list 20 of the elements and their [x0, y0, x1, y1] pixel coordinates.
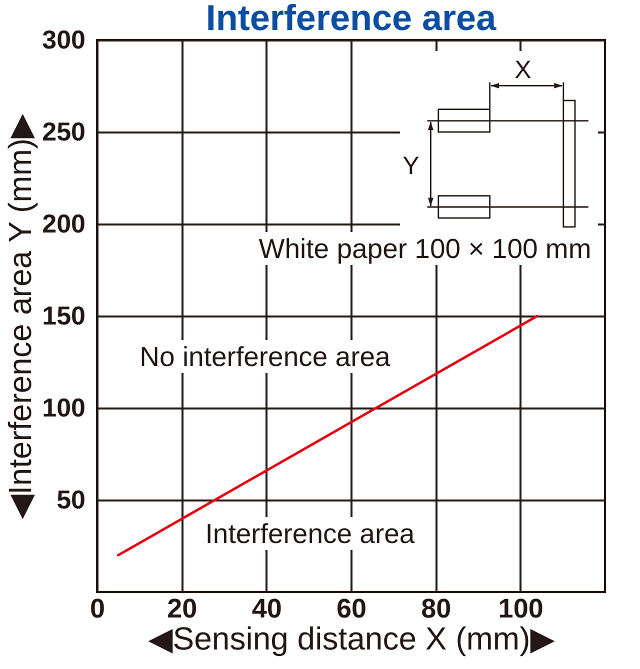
annotation: Interference area: [205, 518, 416, 549]
x-tick-label: 40: [252, 594, 282, 624]
annotation: White paper 100 × 100 mm: [258, 233, 592, 264]
annotation: No interference area: [140, 341, 392, 372]
x-tick-label: 0: [90, 594, 106, 624]
y-tick-label: 100: [42, 392, 86, 422]
x-axis-title: ◀Sensing distance X (mm)▶: [148, 620, 556, 656]
annotation: X: [514, 56, 532, 84]
annotation: Y: [402, 152, 420, 180]
x-tick-label: 100: [498, 594, 544, 624]
x-tick-label: 80: [421, 594, 452, 624]
y-tick-label: 250: [42, 116, 86, 146]
y-tick-label: 200: [42, 208, 86, 238]
y-tick-label: 50: [56, 484, 86, 514]
chart-title: Interference area: [206, 0, 498, 38]
y-tick-label: 300: [42, 24, 86, 54]
y-tick-label: 150: [42, 300, 86, 330]
y-axis-title: ◀Interference area Y (mm)▶: [2, 113, 38, 520]
x-tick-label: 20: [167, 594, 198, 624]
x-tick-label: 60: [336, 594, 367, 624]
